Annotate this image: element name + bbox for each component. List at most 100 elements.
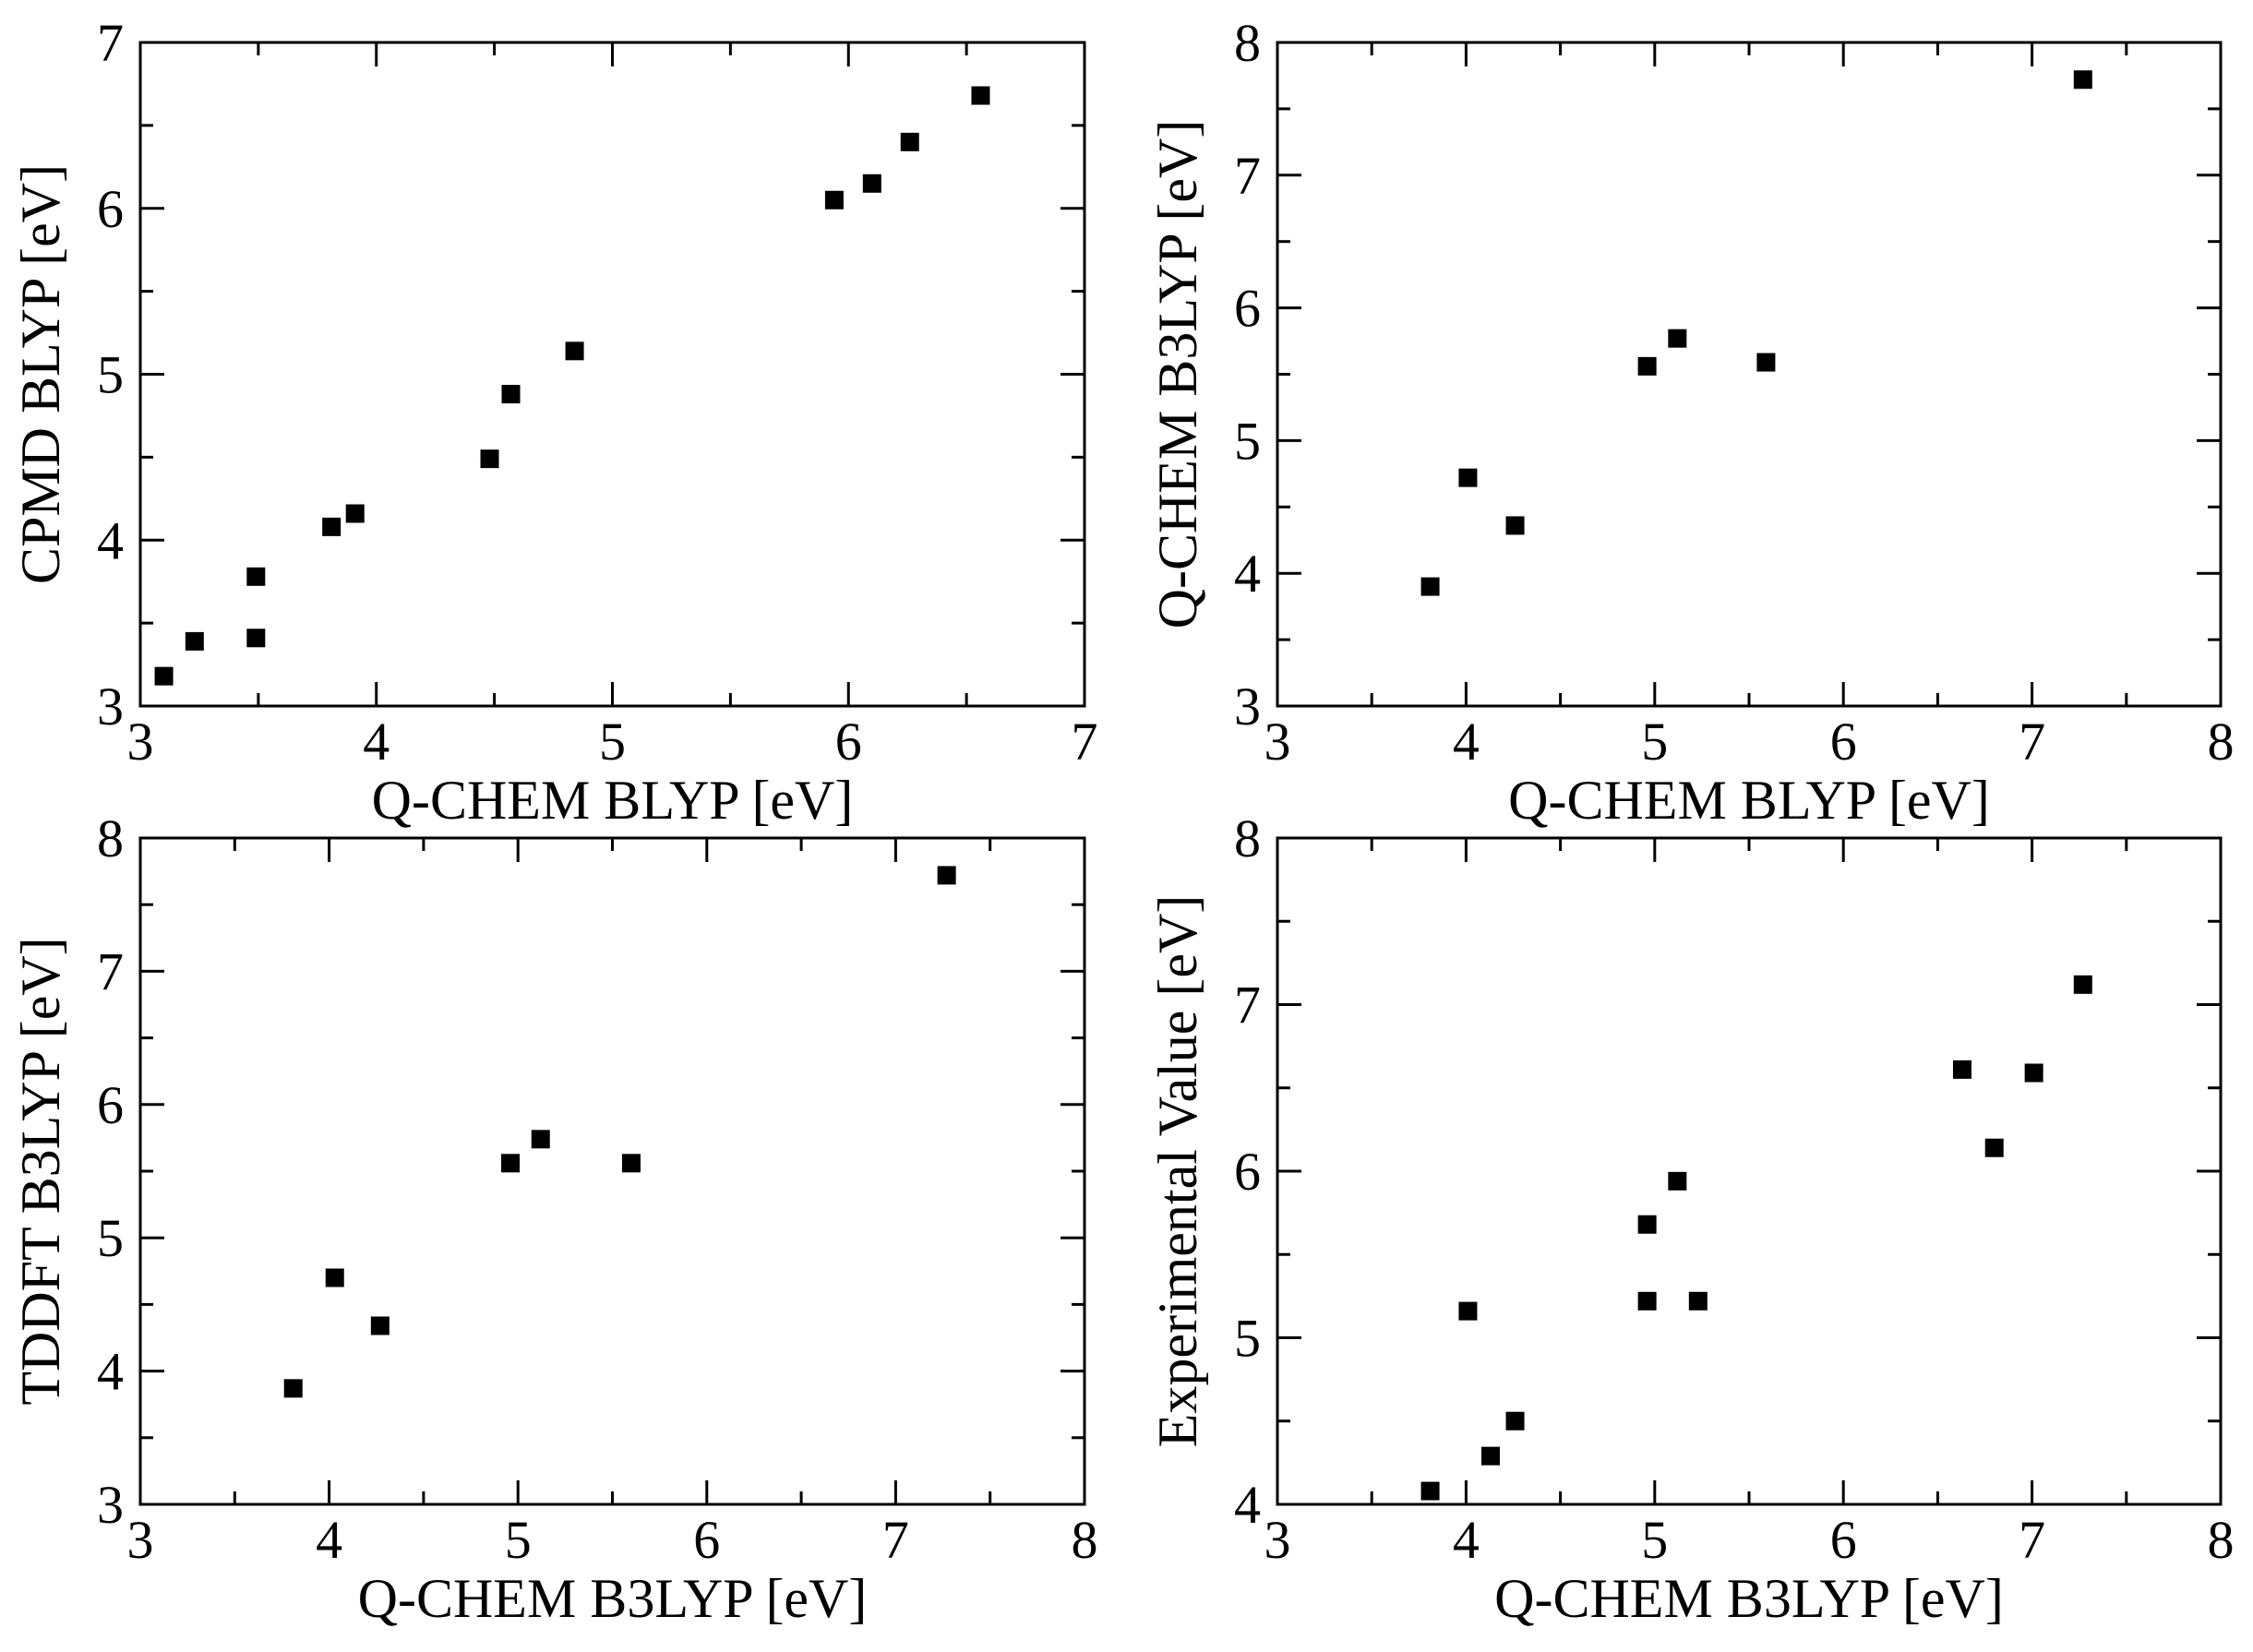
data-point [1420,1481,1440,1501]
y-tick-label: 7 [1234,976,1261,1035]
data-point [1952,1059,1971,1079]
data-point [370,1316,389,1335]
x-axis-label: Q-CHEM BLYP [eV] [372,770,854,831]
x-tick-label: 6 [1830,712,1857,772]
data-points [283,866,956,1398]
x-axis-label: Q-CHEM BLYP [eV] [1508,770,1990,831]
data-point [501,1154,521,1173]
x-tick-label: 8 [1072,1510,1098,1570]
data-point [345,504,365,523]
data-point [862,174,881,193]
y-tick-label: 4 [97,1342,124,1402]
data-point [2073,975,2092,994]
data-point [1637,1215,1657,1234]
panel-tddft-vs-qchem-b3lyp: 3 4 5 6 7 8 3 4 5 6 7 8 Q-CHEM B3LYP [eV] TDDFT B3… [10,808,1098,1629]
x-axis-label: Q-CHEM B3LYP [eV] [1494,1568,2004,1629]
y-tick-label: 4 [97,510,124,570]
x-axis-label: Q-CHEM B3LYP [eV] [358,1568,868,1629]
y-tick-label: 7 [97,941,124,1001]
y-tick-label: 3 [97,1475,124,1535]
y-tick-label: 6 [1234,279,1261,339]
y-axis-label: TDDFT B3LYP [eV] [10,937,71,1405]
x-tick-labels: 3 4 5 6 7 8 [1264,712,2235,772]
x-tick-label: 5 [1641,712,1668,772]
x-tick-label: 8 [2208,1510,2235,1570]
data-point [501,385,521,404]
x-tick-label: 3 [127,1510,154,1570]
plot-frame [138,836,1086,1506]
x-tick-labels: 3 4 5 6 7 8 [127,1510,1098,1570]
data-point [1984,1138,2004,1157]
data-point [1480,1446,1500,1466]
y-tick-label: 3 [97,676,124,736]
x-tick-label: 6 [1830,1510,1857,1570]
data-point [1688,1291,1708,1311]
data-points [1420,70,2092,596]
data-point [1756,353,1776,372]
data-point [283,1379,303,1398]
data-point [824,190,844,209]
data-points [154,86,990,686]
data-point [1420,577,1440,596]
x-tick-label: 3 [1264,1510,1291,1570]
x-tick-label: 7 [1072,712,1098,772]
x-tick-label: 7 [882,1510,909,1570]
data-point [1668,329,1687,348]
y-tick-label: 5 [1234,1309,1261,1369]
y-axis-label: CPMD BLYP [eV] [10,164,71,584]
x-tick-label: 4 [1453,712,1480,772]
data-point [154,666,174,686]
data-point [1505,1411,1525,1431]
data-point [531,1130,550,1149]
x-tick-label: 5 [1641,1510,1668,1570]
y-tick-label: 7 [97,13,124,73]
y-axis-label: Experimental Value [eV] [1147,895,1208,1448]
panel-cpmd-vs-qchem-blyp: 3 4 5 6 7 3 4 5 6 7 Q-CHEM BLYP [eV] CPMD BLYP [… [10,13,1098,831]
x-tick-label: 7 [2019,712,2045,772]
axis-ticks [1276,41,2223,708]
axis-ticks [138,41,1086,708]
panel-qchem-b3lyp-vs-qchem-blyp: 3 4 5 6 7 8 3 4 5 6 7 8 Q-CHEM BLYP [eV] Q-CHEM B3… [1147,13,2235,831]
axis-ticks [1276,836,2223,1506]
y-tick-labels: 3 4 5 6 7 8 [97,808,124,1535]
y-tick-label: 6 [97,1075,124,1135]
plot-frame [1276,41,2223,708]
x-tick-labels: 3 4 5 6 7 8 [1264,1510,2235,1570]
data-point [1668,1171,1687,1191]
x-tick-label: 5 [505,1510,532,1570]
y-tick-label: 4 [1234,544,1261,604]
y-tick-label: 5 [1234,411,1261,471]
y-tick-label: 6 [1234,1142,1261,1202]
y-tick-label: 8 [1234,808,1261,868]
data-point [971,86,990,105]
data-point [900,132,919,151]
y-tick-label: 4 [1234,1475,1261,1535]
y-tick-label: 8 [1234,13,1261,73]
x-tick-label: 6 [835,712,862,772]
y-axis-label: Q-CHEM B3LYP [eV] [1147,120,1208,629]
data-points [1420,975,2092,1501]
data-point [565,341,584,361]
x-tick-labels: 3 4 5 6 7 [127,712,1098,772]
data-point [2024,1063,2043,1083]
x-tick-label: 4 [363,712,389,772]
y-tick-labels: 4 5 6 7 8 [1234,808,1261,1535]
data-point [621,1154,641,1173]
y-tick-label: 6 [97,179,124,239]
data-point [937,866,956,885]
data-point [322,517,342,536]
y-tick-label: 8 [97,808,124,868]
y-tick-labels: 3 4 5 6 7 [97,13,124,736]
x-tick-label: 6 [693,1510,720,1570]
y-tick-label: 3 [1234,676,1261,736]
data-point [1458,1301,1478,1321]
x-tick-label: 5 [599,712,626,772]
plot-frame [1276,836,2223,1506]
data-point [1505,516,1525,535]
y-tick-label: 7 [1234,146,1261,206]
x-tick-label: 8 [2208,712,2235,772]
data-point [246,628,266,648]
data-point [325,1268,344,1287]
